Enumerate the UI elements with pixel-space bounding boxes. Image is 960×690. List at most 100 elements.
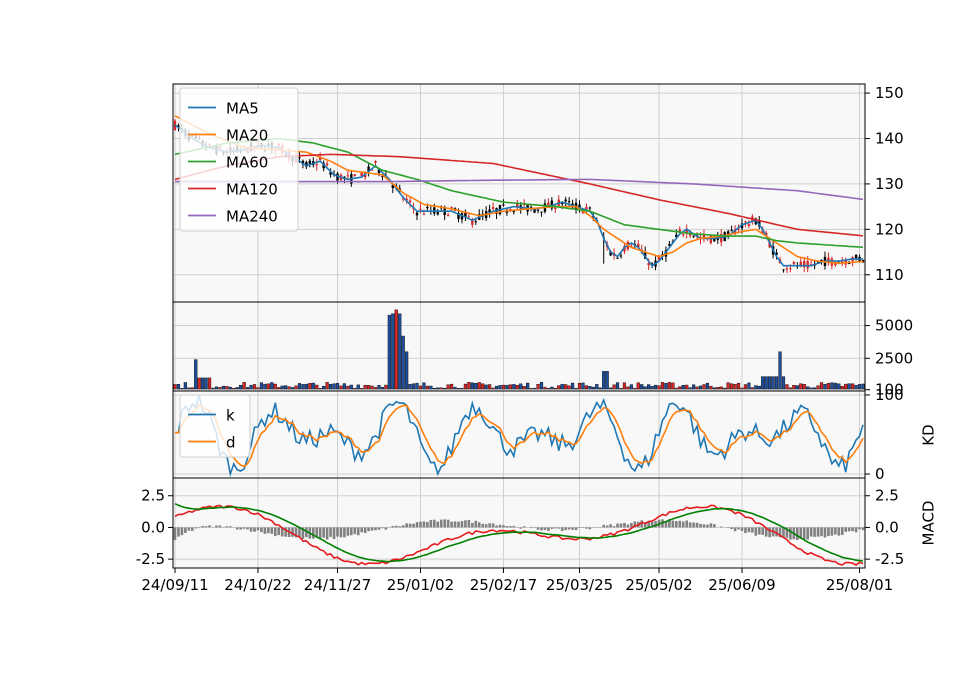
macd-histogram-bar: [398, 526, 402, 528]
macd-histogram-bar: [249, 527, 253, 532]
macd-histogram-bar: [733, 527, 737, 532]
macd-histogram-bar: [692, 522, 695, 528]
candle-body: [488, 209, 491, 214]
macd-histogram-bar: [851, 527, 854, 532]
volume-bar: [353, 388, 357, 390]
volume-bar: [252, 384, 257, 390]
volume-bar: [263, 383, 267, 390]
candle-body: [474, 221, 477, 223]
legend-label: d: [226, 434, 236, 452]
volume-bar: [394, 309, 398, 390]
volume-bar: [570, 382, 575, 390]
volume-bar: [449, 383, 454, 390]
candle-body: [471, 219, 474, 225]
volume-bar: [546, 388, 550, 390]
volume-bar: [401, 335, 405, 390]
y-tick-label: 130: [875, 175, 904, 193]
volume-bar: [249, 384, 253, 390]
macd-histogram-bar: [609, 524, 612, 528]
candle-body: [298, 157, 301, 159]
macd-histogram-bar: [612, 526, 616, 528]
macd-histogram-bar: [260, 527, 263, 533]
y-tick-label-left: 2.5: [141, 487, 165, 505]
legend-label: MA20: [226, 127, 268, 145]
macd-histogram-bar: [242, 527, 246, 529]
y-tick-label: 2.5: [875, 487, 899, 505]
macd-histogram-bar: [298, 527, 301, 537]
volume-bar: [622, 382, 627, 390]
volume-bar: [532, 387, 537, 390]
macd-histogram-bar: [346, 527, 350, 536]
candle-body: [664, 250, 668, 257]
volume-bar: [508, 384, 512, 390]
macd-histogram-bar: [453, 521, 457, 528]
candle-body: [367, 166, 370, 173]
macd-histogram-bar: [616, 523, 619, 528]
macd-histogram-bar: [384, 527, 388, 530]
macd-histogram-bar: [844, 527, 848, 532]
volume-bar: [723, 387, 727, 390]
y-tick-label: 0: [875, 465, 885, 483]
macd-histogram-bar: [557, 527, 561, 529]
volume-bar: [750, 387, 754, 390]
candle-body: [391, 184, 395, 188]
macd-histogram-bar: [782, 527, 785, 538]
x-axis: 24/09/11 24/10/22 24/11/27 25/01/02 25/02/17…: [141, 568, 893, 594]
candle-body: [353, 174, 356, 177]
macd-histogram-bar: [785, 527, 789, 538]
candle-body: [806, 261, 809, 269]
volume-bar: [221, 385, 226, 390]
volume-bar: [726, 382, 730, 390]
price-panel: 110 120 130 140 150 MA5 MA20 MA60 MA120 MA240: [172, 83, 904, 303]
volume-bar: [550, 386, 554, 390]
macd-histogram-bar: [737, 527, 740, 530]
volume-bar: [201, 377, 205, 390]
macd-histogram-bar: [681, 521, 685, 528]
candle-body: [816, 261, 820, 263]
volume-bar: [716, 387, 720, 390]
macd-histogram-bar: [180, 527, 184, 536]
candle-body: [682, 234, 685, 236]
macd-histogram-bar: [702, 524, 706, 528]
volume-bar: [785, 384, 789, 390]
macd-histogram-bar: [713, 524, 716, 528]
macd-histogram-bar: [187, 527, 191, 531]
y-tick-label: 0.0: [875, 518, 899, 536]
candle-body: [491, 207, 495, 209]
candle-body: [567, 201, 571, 203]
volume-bar: [425, 385, 429, 390]
volume-bar: [730, 383, 734, 390]
volume-bar: [647, 384, 651, 390]
macd-histogram-bar: [789, 527, 792, 540]
volume-bar: [812, 387, 817, 390]
macd-histogram-bar: [830, 527, 834, 536]
macd-histogram-bar: [564, 527, 567, 530]
macd-histogram-bar: [837, 527, 841, 536]
macd-histogram-bar: [730, 527, 733, 530]
candle-body: [730, 229, 733, 232]
volume-bar: [553, 387, 557, 390]
macd-histogram-bar: [218, 525, 222, 528]
volume-panel: 100 2500 5000: [172, 301, 913, 399]
volume-bar: [228, 386, 232, 390]
candle-body: [408, 200, 412, 203]
candle-body: [861, 259, 865, 262]
volume-bar: [173, 384, 177, 390]
volume-bar: [830, 382, 834, 390]
volume-bar: [477, 382, 481, 390]
volume-bar: [664, 383, 668, 390]
candle-body: [599, 226, 602, 228]
macd-histogram-bar: [280, 527, 284, 537]
macd-histogram-bar: [764, 527, 768, 537]
volume-bar: [318, 388, 322, 390]
macd-histogram-bar: [585, 527, 588, 529]
candle-body: [775, 252, 778, 255]
macd-histogram-bar: [754, 527, 758, 536]
macd-histogram-bar: [426, 521, 429, 528]
volume-bar: [826, 383, 831, 390]
candle-body: [374, 161, 377, 163]
candle-body: [322, 163, 325, 169]
macd-histogram-bar: [640, 520, 644, 528]
volume-bar: [543, 386, 547, 390]
volume-bar: [761, 376, 765, 390]
